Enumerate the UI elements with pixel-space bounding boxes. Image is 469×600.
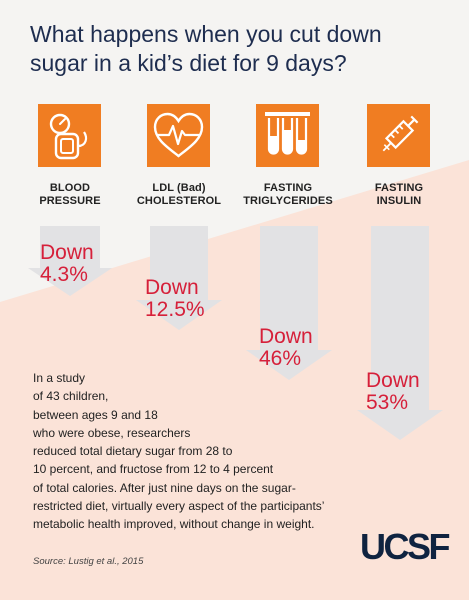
ucsf-logo: UCSF bbox=[360, 526, 451, 567]
heart-heartbeat-icon bbox=[147, 104, 210, 167]
label-line-1: FASTING bbox=[263, 182, 313, 194]
change-value: 46% bbox=[259, 347, 302, 370]
title-line-2: sugar in a kid’s diet for 9 days? bbox=[30, 50, 347, 76]
peach-background-band bbox=[0, 160, 469, 600]
change-word: Down bbox=[259, 325, 313, 348]
label-line-1: LDL (Bad) bbox=[152, 182, 206, 194]
study-line: 10 percent, and fructose from 12 to 4 pe… bbox=[33, 462, 274, 477]
label-line-2: PRESSURE bbox=[39, 195, 101, 207]
label-line-2: CHOLESTEROL bbox=[136, 195, 222, 207]
arrow-insulin bbox=[357, 226, 443, 440]
label-line-2: INSULIN bbox=[376, 195, 422, 207]
change-value: 53% bbox=[366, 391, 409, 414]
change-triglycerides: Down 46% bbox=[259, 326, 313, 370]
study-description: In a study of 43 children, between ages … bbox=[33, 369, 324, 534]
change-blood-pressure: Down 4.3% bbox=[40, 242, 94, 286]
study-line: restricted diet, virtually every aspect … bbox=[33, 499, 325, 514]
study-line: who were obese, researchers bbox=[33, 425, 191, 440]
metric-label-ldl-cholesterol: LDL (Bad) CHOLESTEROL bbox=[124, 182, 234, 208]
test-tubes-icon bbox=[256, 104, 319, 167]
study-line: of total calories. After just nine days … bbox=[33, 480, 296, 495]
study-line: metabolic health improved, without chang… bbox=[33, 517, 315, 532]
source-citation: Source: Lustig et al., 2015 bbox=[33, 556, 144, 567]
study-line: In a study bbox=[33, 371, 86, 385]
metric-label-triglycerides: FASTING TRIGLYCERIDES bbox=[233, 182, 343, 208]
study-line: between ages 9 and 18 bbox=[33, 407, 158, 422]
arrow-blood-pressure bbox=[28, 226, 112, 296]
change-word: Down bbox=[145, 276, 199, 299]
change-word: Down bbox=[366, 369, 420, 392]
title-line-1: What happens when you cut down bbox=[30, 21, 382, 47]
change-value: 4.3% bbox=[40, 263, 88, 286]
change-insulin: Down 53% bbox=[366, 370, 420, 414]
arrow-ldl-cholesterol bbox=[136, 226, 222, 330]
study-line: of 43 children, bbox=[33, 389, 109, 404]
blood-pressure-cuff-icon bbox=[38, 104, 101, 167]
page-title: What happens when you cut down sugar in … bbox=[30, 20, 450, 78]
label-line-2: TRIGLYCERIDES bbox=[243, 195, 333, 207]
study-line: reduced total dietary sugar from 28 to bbox=[33, 444, 233, 459]
arrow-triglycerides bbox=[246, 226, 332, 380]
metric-label-blood-pressure: BLOOD PRESSURE bbox=[15, 182, 125, 208]
change-word: Down bbox=[40, 241, 94, 264]
change-value: 12.5% bbox=[145, 298, 205, 321]
syringe-icon bbox=[367, 104, 430, 167]
metric-label-insulin: FASTING INSULIN bbox=[344, 182, 454, 208]
label-line-1: FASTING bbox=[374, 182, 424, 194]
label-line-1: BLOOD bbox=[49, 182, 91, 194]
change-ldl-cholesterol: Down 12.5% bbox=[145, 277, 205, 321]
